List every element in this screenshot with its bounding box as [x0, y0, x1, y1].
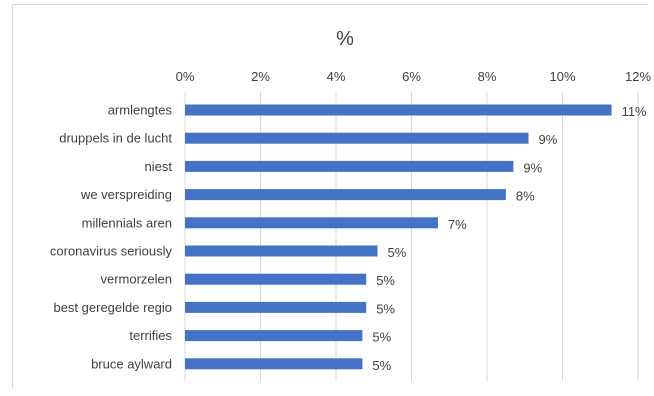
tick-label: 12% [625, 69, 651, 84]
category-labels: armlengtes druppels in de lucht niest we ve… [50, 103, 173, 372]
bar [185, 330, 363, 342]
bar [185, 358, 363, 370]
tick-label: 6% [402, 69, 421, 84]
category-label: best geregelde regio [53, 300, 172, 315]
category-label: we verspreiding [80, 187, 172, 202]
category-label: terrifies [129, 328, 172, 343]
data-labels: 11% 9% 9% 8% 7% 5% 5% 5% 5% 5% [372, 104, 647, 373]
bar [185, 104, 612, 116]
bar [185, 132, 529, 144]
category-label: vermorzelen [100, 272, 172, 287]
bar [185, 245, 378, 257]
x-axis-ticks: 0% 2% 4% 6% 8% 10% 12% [176, 69, 652, 84]
category-label: armlengtes [108, 103, 173, 118]
data-label: 5% [388, 245, 407, 260]
bar [185, 189, 506, 201]
category-label: druppels in de lucht [59, 131, 172, 146]
data-label: 9% [539, 132, 558, 147]
category-label: millennials aren [82, 215, 172, 230]
tick-label: 4% [327, 69, 346, 84]
bar [185, 217, 438, 229]
data-label: 5% [376, 273, 395, 288]
bar [185, 273, 367, 285]
bars [185, 104, 612, 370]
tick-label: 10% [549, 69, 575, 84]
data-label: 8% [516, 189, 535, 204]
tick-label: 8% [478, 69, 497, 84]
category-label: coronavirus seriously [50, 244, 173, 259]
chart-frame [12, 4, 648, 388]
bar [185, 160, 514, 172]
data-label: 5% [372, 358, 391, 373]
bar [185, 301, 367, 313]
data-label: 7% [448, 217, 467, 232]
data-label: 5% [372, 330, 391, 345]
category-label: bruce aylward [91, 356, 172, 371]
tick-label: 2% [251, 69, 270, 84]
data-label: 9% [523, 160, 542, 175]
data-label: 5% [376, 301, 395, 316]
tick-label: 0% [176, 69, 195, 84]
category-label: niest [145, 159, 173, 174]
data-label: 11% [622, 104, 647, 119]
chart-title: % [336, 28, 354, 50]
